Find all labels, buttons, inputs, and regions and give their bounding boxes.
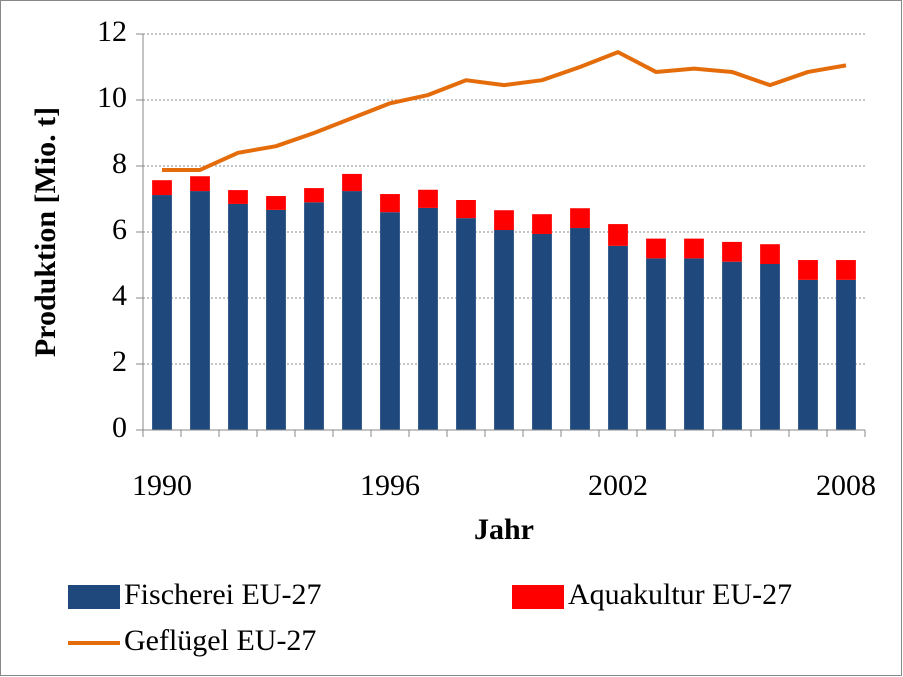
bar [342, 173, 362, 192]
bar [836, 260, 856, 280]
legend-label: Aquakultur EU-27 [568, 578, 792, 611]
legend-swatch [512, 585, 564, 609]
x-tick-label: 1996 [360, 469, 420, 502]
bar [342, 191, 362, 430]
bar [532, 233, 552, 430]
bar [190, 176, 210, 192]
bar [380, 212, 400, 430]
bar [722, 241, 742, 262]
bar [646, 238, 666, 259]
bar [228, 190, 248, 204]
bar [760, 264, 780, 430]
bar [684, 258, 704, 430]
bar [152, 195, 172, 430]
legend-label: Fischerei EU-27 [124, 578, 321, 611]
bar [190, 191, 210, 430]
line [162, 50, 847, 172]
bar [456, 199, 476, 219]
y-tick-label: 8 [112, 147, 127, 180]
bar [380, 194, 400, 213]
bar [418, 189, 438, 208]
bar [228, 203, 248, 430]
bar [608, 245, 628, 430]
bar [608, 224, 628, 246]
bar [798, 279, 818, 430]
y-tick-label: 2 [112, 345, 127, 378]
bar [646, 258, 666, 430]
legend-label: Geflügel EU-27 [124, 624, 316, 657]
bar [798, 260, 818, 280]
bar [456, 218, 476, 430]
bar [266, 196, 286, 210]
bar [304, 188, 324, 203]
bar [532, 214, 552, 234]
x-axis-title: Jahr [474, 513, 534, 546]
y-axis-title: Produktion [Mio. t] [29, 107, 62, 357]
bar [570, 228, 590, 430]
bar [570, 208, 590, 229]
bar [266, 209, 286, 430]
bar [152, 180, 172, 196]
bar [760, 244, 780, 265]
bar [304, 202, 324, 430]
legend-swatch [68, 585, 120, 609]
bar [836, 279, 856, 430]
bar [494, 210, 514, 231]
x-tick-label: 2008 [816, 469, 876, 502]
bar [722, 261, 742, 430]
y-tick-label: 12 [97, 15, 127, 48]
bar [494, 230, 514, 430]
y-tick-label: 10 [97, 81, 127, 114]
bar [684, 238, 704, 259]
y-tick-label: 4 [112, 279, 127, 312]
x-tick-label: 2002 [588, 469, 648, 502]
bar [418, 207, 438, 430]
y-tick-label: 0 [112, 411, 127, 444]
x-tick-label: 1990 [132, 469, 192, 502]
y-tick-label: 6 [112, 213, 127, 246]
